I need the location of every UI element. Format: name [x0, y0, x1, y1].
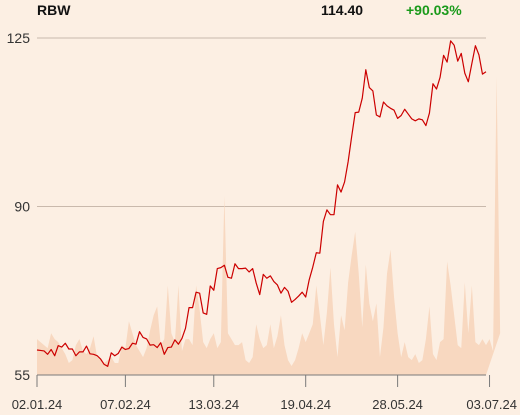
- percent-change: +90.03%: [406, 2, 462, 18]
- x-axis: 02.01.24 07.02.24 13.03.24 19.04.24 28.05.24…: [12, 374, 517, 412]
- price-line: [36, 40, 487, 367]
- y-tick-label: 125: [7, 30, 31, 46]
- x-tick-label: 02.01.24: [12, 397, 63, 412]
- y-axis: 125 90 55: [7, 30, 31, 383]
- y-tick-label: 55: [14, 367, 30, 383]
- price-series: [36, 40, 487, 367]
- volume-area: [37, 76, 501, 375]
- x-tick-label: 19.04.24: [280, 397, 331, 412]
- x-tick-label: 28.05.24: [372, 397, 423, 412]
- x-tick-label: 03.07.24: [466, 397, 517, 412]
- last-price: 114.40: [321, 2, 364, 18]
- y-tick-label: 90: [14, 199, 30, 215]
- volume-shape: [37, 76, 501, 375]
- x-tick-label: 13.03.24: [188, 397, 239, 412]
- gridlines: [37, 37, 486, 207]
- x-tick-label: 07.02.24: [100, 397, 151, 412]
- ticker-symbol: RBW: [37, 2, 71, 18]
